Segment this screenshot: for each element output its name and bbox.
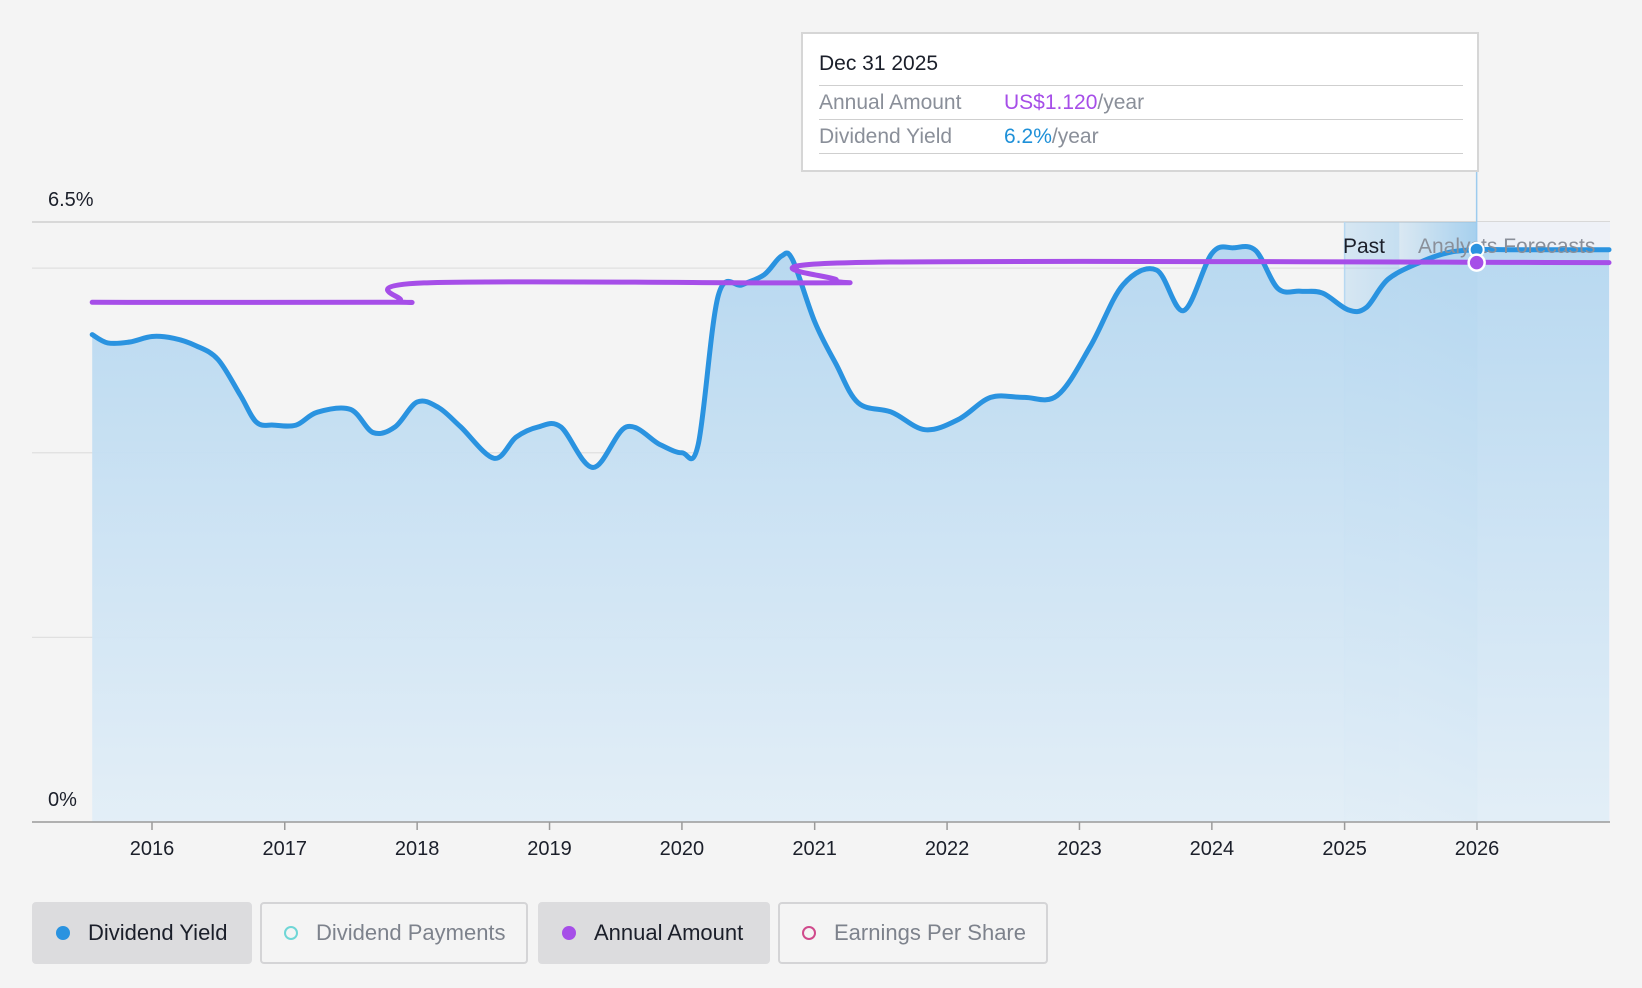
tooltip-annual-amount: US$1.120/year — [1004, 86, 1144, 119]
tooltip-dividend-yield-suffix: /year — [1051, 125, 1099, 148]
x-tick-label-2024: 2024 — [1190, 838, 1235, 860]
legend-annual-amount-button[interactable]: Annual Amount — [538, 902, 770, 964]
legend-dividend-yield-button[interactable]: Dividend Yield — [32, 902, 252, 964]
legend-dividend-payments-button[interactable]: Dividend Payments — [260, 902, 528, 964]
yield-area-layer — [92, 246, 1610, 822]
x-tick-label-2016: 2016 — [130, 838, 175, 860]
past-region-label: Past — [1343, 235, 1385, 258]
y-tick-label-min: 0% — [48, 789, 77, 811]
tooltip-dividend-yield: 6.2%/year — [1004, 120, 1099, 153]
x-tick-label-2018: 2018 — [395, 838, 440, 860]
x-axis: 2016 2017 2018 2019 2020 2021 2022 2023 2024 2025… — [32, 821, 1610, 860]
x-tick-label-2026: 2026 — [1455, 838, 1500, 860]
chart-svg: 2016 2017 2018 2019 2020 2021 2022 2023 2024 2025… — [32, 172, 1612, 860]
series-lines — [89, 244, 1612, 470]
x-tick-label-2025: 2025 — [1322, 838, 1367, 860]
tooltip-row-annual-amount: Annual Amount US$1.120/year — [819, 85, 1463, 119]
forecast-region-label: Analysts Forecasts — [1418, 235, 1595, 258]
x-tick-label-2023: 2023 — [1057, 838, 1102, 860]
earnings-per-share-ring-icon — [802, 926, 816, 940]
legend-earnings-per-share-button[interactable]: Earnings Per Share — [778, 902, 1048, 964]
tooltip-dividend-yield-value: 6.2% — [1004, 125, 1052, 148]
tooltip-date: Dec 31 2025 — [819, 52, 939, 75]
hover-tooltip: Dec 31 2025 Annual Amount US$1.120/year … — [801, 32, 1479, 172]
tooltip-row-dividend-yield: Dividend Yield 6.2%/year — [819, 119, 1463, 154]
x-tick-label-2022: 2022 — [925, 838, 970, 860]
highlight-points — [1467, 241, 1486, 272]
legend-dividend-yield-label: Dividend Yield — [88, 920, 228, 945]
x-tick-label-2019: 2019 — [527, 838, 572, 860]
x-tick-label-2017: 2017 — [263, 838, 308, 860]
dividend-chart: 2016 2017 2018 2019 2020 2021 2022 2023 2024 2025… — [32, 172, 1612, 860]
x-tick-label-2021: 2021 — [792, 838, 837, 860]
dividend-yield-dot-icon — [56, 926, 70, 940]
dividend-yield-line — [89, 244, 1612, 470]
legend-earnings-per-share-label: Earnings Per Share — [834, 920, 1026, 945]
tooltip-annual-amount-value: US$1.120 — [1004, 91, 1098, 114]
legend-annual-amount-label: Annual Amount — [594, 920, 744, 945]
annual-amount-highlight-point — [1467, 253, 1486, 272]
legend-dividend-payments-label: Dividend Payments — [316, 920, 506, 945]
annual-amount-line — [89, 258, 1612, 305]
tooltip-dividend-yield-label: Dividend Yield — [819, 125, 953, 148]
dividend-yield-area — [92, 246, 1610, 822]
y-tick-label-max: 6.5% — [48, 189, 94, 211]
tooltip-annual-amount-suffix: /year — [1097, 91, 1145, 114]
annual-amount-dot-icon — [562, 926, 576, 940]
x-tick-label-2020: 2020 — [660, 838, 705, 860]
tooltip-annual-amount-label: Annual Amount — [819, 91, 962, 114]
dividend-payments-ring-icon — [284, 926, 298, 940]
